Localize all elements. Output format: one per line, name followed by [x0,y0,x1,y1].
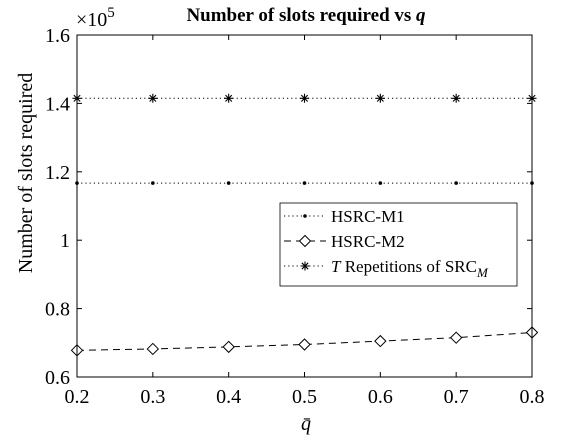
y-exponent-label: ×105 [76,5,115,31]
data-point [378,181,383,185]
x-tick-label: 0.2 [65,386,90,408]
legend-entry: HSRC-M2 [284,232,405,251]
y-tick-label: 1.4 [45,93,70,115]
ticks-layer: 0.2 0.3 0.4 0.5 0.6 0.7 0.8 0.6 0.8 1 1.2 1.4 1.6 [45,25,545,408]
y-tick-label: 0.8 [45,299,70,321]
data-point [226,181,231,185]
data-point [148,93,158,103]
data-point [375,93,385,103]
legend-label: HSRC-M2 [331,232,405,251]
x-tick-label: 0.8 [520,386,545,408]
x-tick-label: 0.5 [292,386,317,408]
data-point [146,342,160,356]
y-axis-label: Number of slots required [15,73,37,274]
y-tick-label: 1.6 [45,25,70,47]
y-tick-label: 0.6 [45,367,70,389]
legend-marker [300,261,310,271]
data-point [451,93,461,103]
legend-entry: HSRC-M1 [284,207,405,226]
legend-box [279,202,518,287]
x-tick-label: 0.4 [216,386,241,408]
legend-marker [303,214,307,218]
legend: HSRC-M1 HSRC-M2 T Repetitions of SRCM [279,202,518,287]
series-layer [70,93,539,357]
series-1 [70,326,539,357]
series-0 [75,181,534,185]
data-point [454,181,458,185]
data-point [151,181,155,185]
series-2 [72,93,537,103]
data-point [300,93,309,103]
y-tick-label: 1 [60,230,70,252]
legend-label: HSRC-M1 [331,207,405,226]
chart-title: Number of slots required vs q¯ [186,0,426,26]
data-point [224,93,234,103]
data-point [449,331,463,344]
data-point [374,334,387,348]
y-tick-label: 1.2 [45,162,70,184]
x-tick-label: 0.7 [444,386,469,408]
legend-entry: T Repetitions of SRCM [284,257,489,280]
legend-marker [298,234,312,248]
x-axis-label: q̄ [301,413,311,435]
x-tick-label: 0.3 [140,386,165,408]
x-tick-label: 0.6 [368,386,393,408]
data-point [302,181,307,185]
legend-label: T Repetitions of SRCM [331,257,489,280]
data-point [222,340,235,354]
data-point [298,338,311,351]
